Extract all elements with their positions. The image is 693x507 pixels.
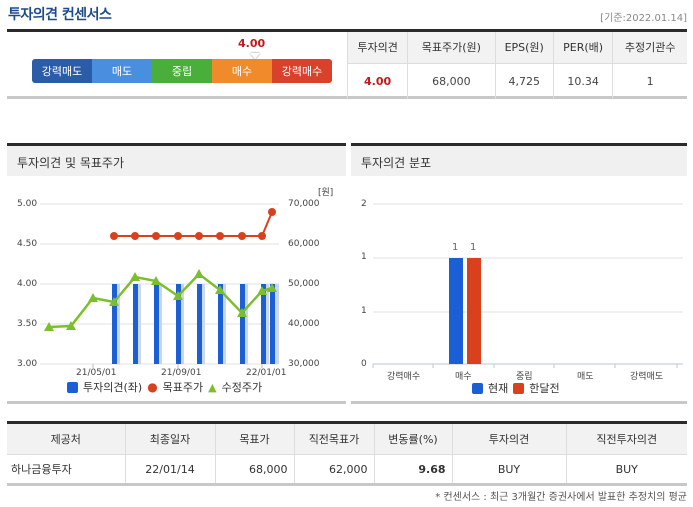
footnote: * 컨센서스 : 최근 3개월간 증권사에서 발표한 추정치의 평균 [435,492,687,503]
y-left-tick: 4.50 [17,239,38,249]
summary-per: 10.34 [552,63,613,99]
provider-table: 제공처 최종일자 목표가 직전목표가 변동률(%) 투자의견 직전투자의견 하나… [7,421,687,486]
x-category: 강력매수 [387,372,421,382]
y-left-tick: 3.50 [17,319,38,329]
summary-table: 투자의견 목표주가(원) EPS(원) PER(배) 추정기관수 4.00 68… [346,32,687,99]
prev-target-cell: 62,000 [293,454,374,485]
legend-prev: 한달전 [529,382,560,395]
col-header: 직전목표가 [293,422,374,455]
scale-bar: 강력매도 매도 중립 매수 강력매수 [32,59,332,83]
y-left-tick: 4.00 [17,279,38,289]
legend-triangle-icon: ▲ [208,380,217,394]
bar-value-label: 1 [452,242,459,253]
scale-marker-icon [250,53,260,59]
col-header: 최종일자 [124,422,215,455]
left-legend: 투자의견(좌) ● 목표주가 ▲ 수정주가 [67,379,262,395]
y-tick: 0 [361,359,367,369]
x-tick: 22/01/01 [246,368,287,378]
summary-opinion: 4.00 [346,63,408,99]
summary-header: EPS(원) [494,32,554,64]
col-header: 변동률(%) [373,422,452,455]
opinion-bars [112,284,275,364]
x-category: 중립 [516,372,533,382]
col-header: 목표가 [214,422,294,455]
x-category: 매도 [577,372,594,382]
y-right-tick: 60,000 [288,239,320,249]
y-tick: 1 [361,306,367,316]
col-header: 제공처 [7,422,125,455]
col-header: 직전투자의견 [565,422,687,455]
y-tick: 2 [361,199,367,209]
summary-header: 추정기관수 [612,32,687,64]
y-right-tick: 70,000 [288,199,320,209]
bar-current-buy [449,258,463,364]
legend-dot-icon: ● [147,380,158,394]
date-cell: 22/01/14 [124,454,215,485]
x-tick: 21/05/01 [76,368,117,378]
consensus-summary: 4.00 강력매도 매도 중립 매수 강력매수 투자의견 목표주가(원) EPS… [7,29,687,99]
scale-seg-strong-buy: 강력매수 [272,59,332,83]
legend-current-icon [472,382,483,394]
adjusted-price-points [44,269,277,331]
prev-opinion-cell: BUY [565,454,687,485]
summary-eps: 4,725 [494,63,554,99]
panel-title: 투자의견 및 목표주가 [7,146,346,176]
col-header: 투자의견 [451,422,566,455]
x-category: 매수 [455,372,472,382]
y-left-tick: 5.00 [17,199,38,209]
scale-value: 4.00 [238,37,266,50]
target-price-points [110,208,276,240]
provider-cell: 하나금융투자 [11,463,72,476]
summary-header: 투자의견 [346,32,408,64]
summary-header: 목표주가(원) [407,32,495,64]
basis-date: [기준:2022.01.14] [600,13,687,24]
change-cell: 9.68 [373,454,452,485]
page-title: 투자의견 컨센서스 [8,7,112,23]
right-legend: 현재 한달전 [472,380,560,396]
legend-target: 목표주가 [162,381,204,394]
panel-title: 투자의견 분포 [351,146,687,176]
y-right-tick: 40,000 [288,319,320,329]
legend-adjusted: 수정주가 [221,381,263,394]
scale-seg-sell: 매도 [92,59,152,83]
bar-value-label: 1 [470,242,477,253]
distribution-chart [372,203,683,368]
legend-bar-icon [67,381,78,393]
table-row: 하나금융투자 22/01/14 68,000 62,000 9.68 BUY B… [7,454,687,485]
y-right-tick: 30,000 [288,359,320,369]
x-tick: 21/09/01 [161,368,202,378]
y-left-tick: 3.00 [17,359,38,369]
y-tick: 1 [361,252,367,262]
summary-institutions: 1 [612,63,687,99]
scale-seg-neutral: 중립 [152,59,212,83]
scale-seg-strong-sell: 강력매도 [32,59,92,83]
opinion-distribution-panel: 투자의견 분포 2 1 1 0 1 1 강력매수 매수 중립 매도 강력매도 현… [351,143,687,404]
legend-current: 현재 [488,382,509,395]
x-category: 강력매도 [630,372,664,382]
opinion-cell: BUY [451,454,566,485]
y-right-tick: 50,000 [288,279,320,289]
legend-prev-icon [513,382,525,394]
summary-target-price: 68,000 [407,63,495,99]
opinion-scale: 4.00 강력매도 매도 중립 매수 강력매수 [25,32,332,96]
opinion-target-panel: 투자의견 및 목표주가 5.00 4.50 4.00 3.50 3.00 [원]… [7,143,346,404]
scale-seg-buy: 매수 [212,59,272,83]
opinion-target-chart [40,203,279,368]
summary-header: PER(배) [552,32,613,64]
unit-label: [원] [318,188,334,198]
target-cell: 68,000 [214,454,294,485]
bar-prev-buy [467,258,481,364]
legend-opinion: 투자의견(좌) [83,381,143,394]
